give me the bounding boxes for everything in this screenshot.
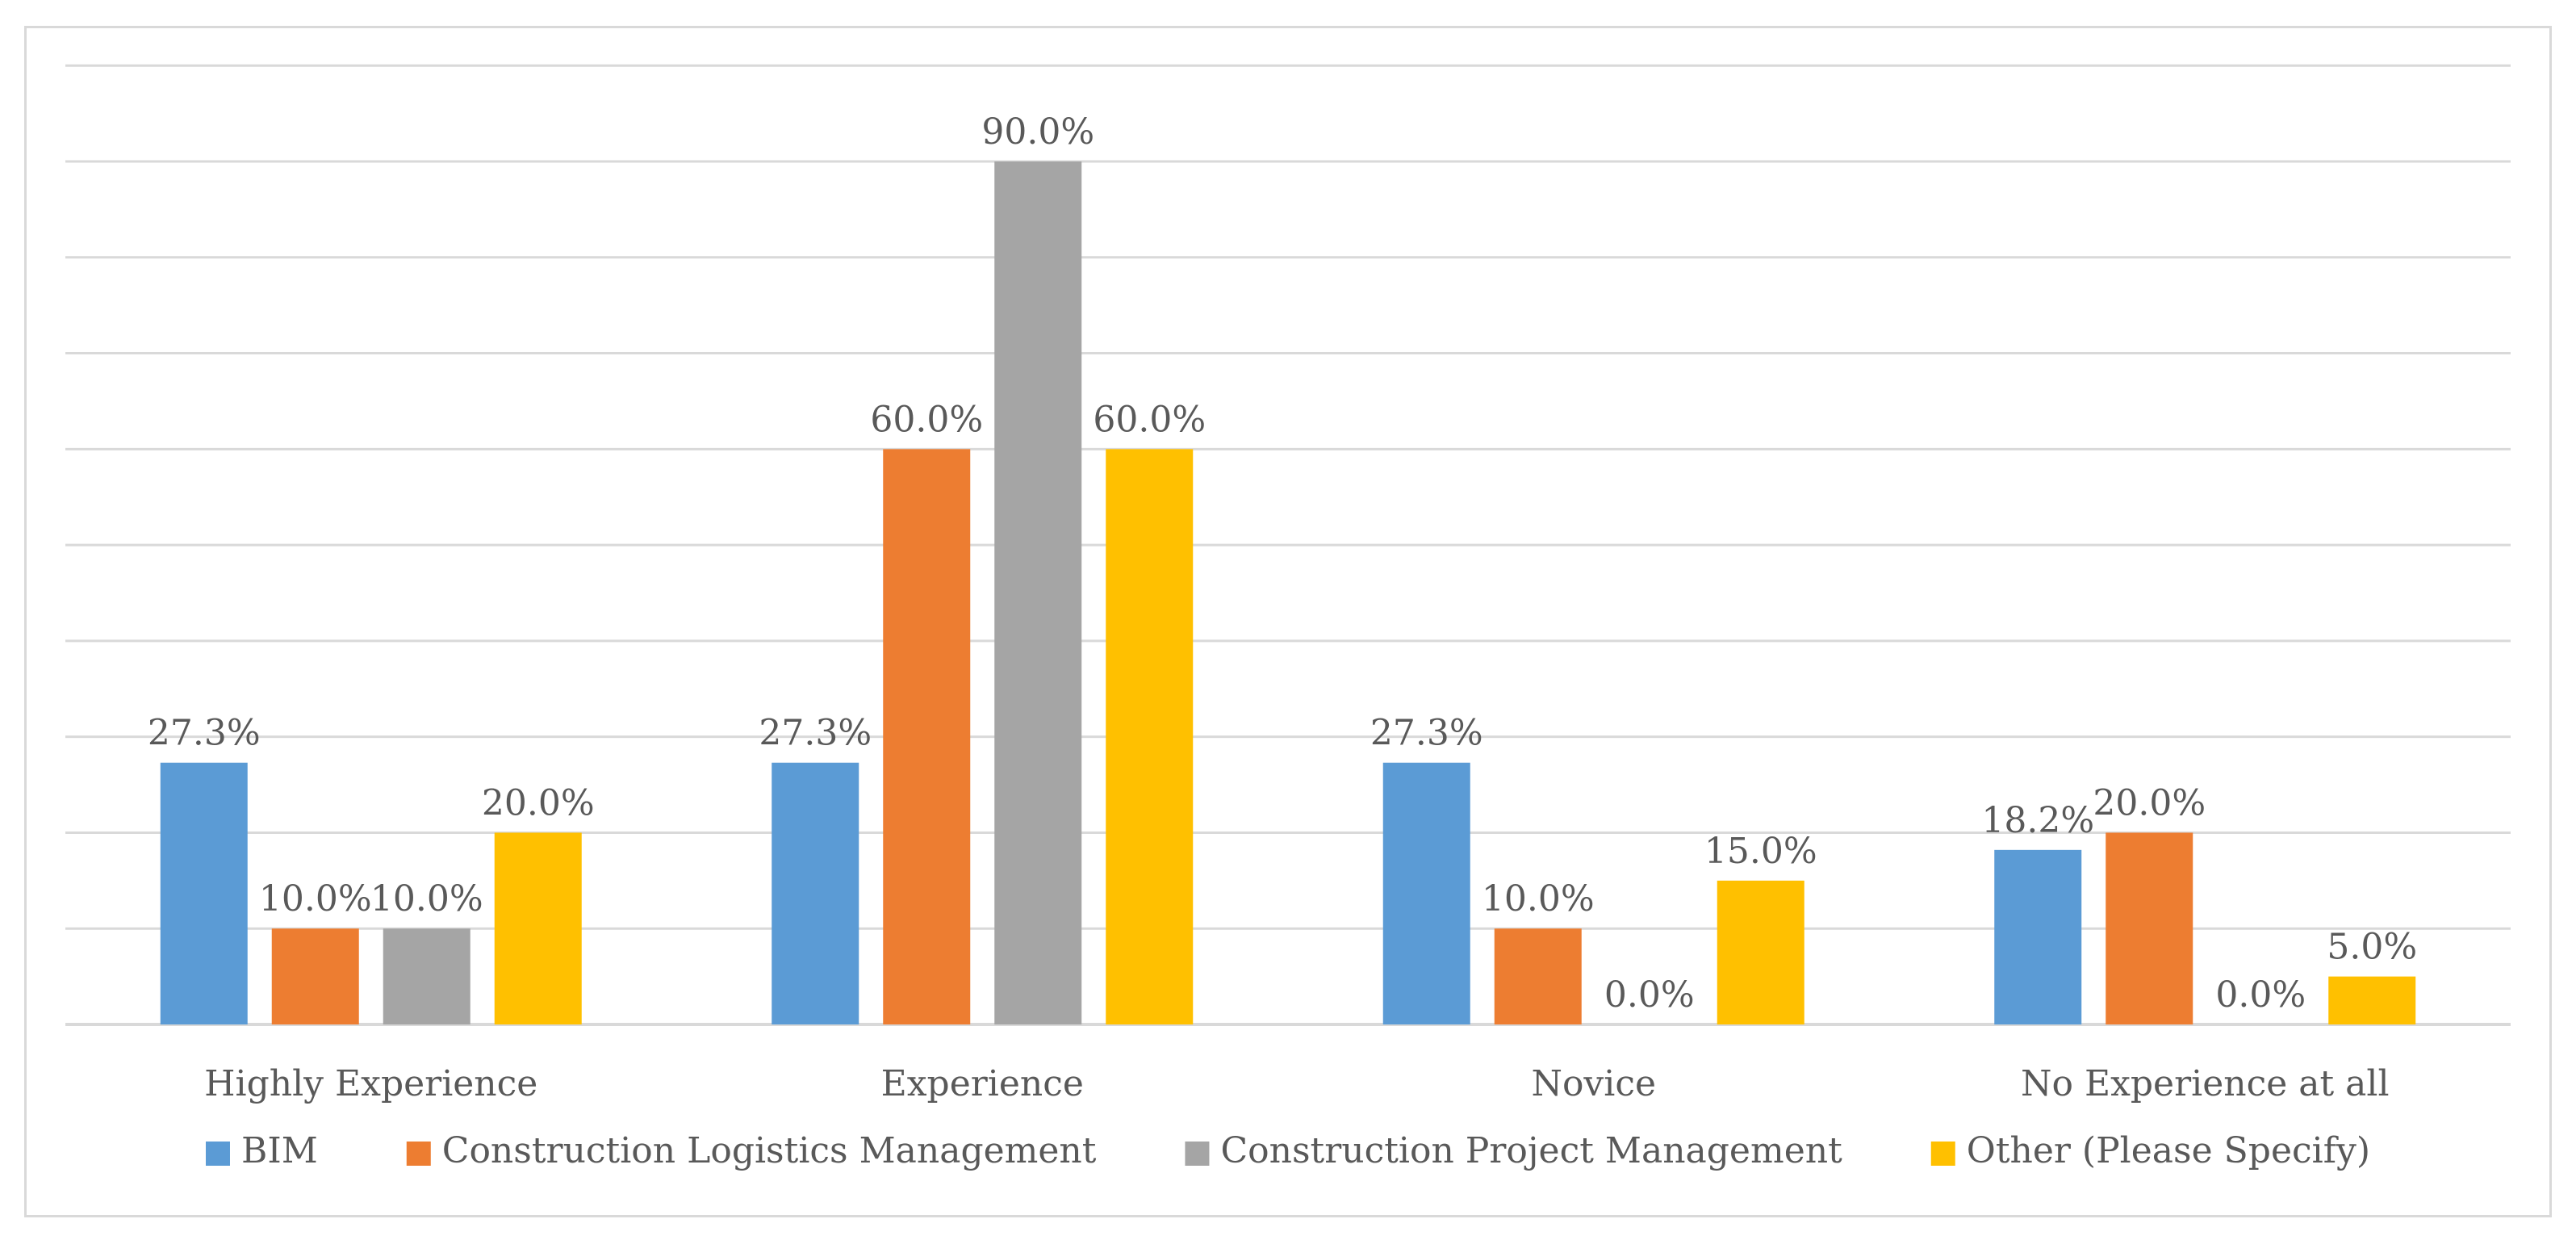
legend-label: Construction Project Management: [1220, 1130, 1842, 1171]
bar-chart: 27.3%10.0%10.0%20.0%27.3%60.0%90.0%60.0%…: [65, 64, 2511, 1171]
grid-lines: [65, 64, 2511, 1026]
bar: [271, 928, 359, 1024]
bar: [383, 928, 470, 1024]
data-label: 10.0%: [259, 878, 372, 920]
legend-label: Other (Please Specify): [1967, 1130, 2370, 1171]
data-label: 0.0%: [1604, 974, 1695, 1016]
bar: [994, 161, 1082, 1024]
legend-item: Construction Logistics Management: [406, 1130, 1097, 1171]
bar: [772, 762, 859, 1024]
legend-swatch: [1185, 1142, 1210, 1166]
data-labels: 27.3%10.0%10.0%20.0%27.3%60.0%90.0%60.0%…: [148, 111, 2417, 1016]
data-label: 10.0%: [370, 878, 483, 920]
x-tick-label: No Experience at all: [2021, 1063, 2390, 1104]
legend-swatch: [406, 1142, 431, 1166]
bar: [2328, 976, 2416, 1024]
legend-item: Construction Project Management: [1185, 1130, 1842, 1171]
bar: [2106, 832, 2193, 1024]
x-tick-label: Highly Experience: [204, 1063, 537, 1104]
legend-item: BIM: [205, 1130, 318, 1171]
legend-label: Construction Logistics Management: [442, 1130, 1097, 1171]
bar: [1717, 880, 1804, 1024]
bar: [1106, 449, 1194, 1024]
data-label: 15.0%: [1704, 831, 1817, 872]
bar: [1994, 849, 2082, 1024]
legend-label: BIM: [241, 1130, 318, 1171]
bar: [1494, 928, 1582, 1024]
bar: [494, 832, 582, 1024]
x-axis-tick-labels: Highly Experience Experience Novice No Expe…: [204, 1063, 2389, 1104]
data-label: 27.3%: [1370, 713, 1483, 754]
x-tick-label: Experience: [881, 1063, 1084, 1104]
bars: [160, 161, 2416, 1024]
legend-swatch: [1930, 1142, 1955, 1166]
data-label: 27.3%: [759, 713, 872, 754]
data-label: 27.3%: [148, 713, 261, 754]
data-label: 18.2%: [1981, 800, 2094, 841]
legend-swatch: [205, 1142, 230, 1166]
data-label: 10.0%: [1482, 878, 1595, 920]
data-label: 20.0%: [2093, 782, 2206, 823]
data-label: 60.0%: [870, 399, 983, 440]
legend: BIM Construction Logistics Management Cons…: [205, 1130, 2370, 1171]
data-label: 20.0%: [482, 782, 595, 823]
data-label: 90.0%: [981, 111, 1094, 153]
data-label: 0.0%: [2215, 974, 2306, 1016]
x-tick-label: Novice: [1531, 1063, 1656, 1104]
data-label: 60.0%: [1093, 399, 1206, 440]
chart-frame: 27.3% 10.0% 10.0% 20.0% 27.3% 60.0% 90.0% 60.0%…: [24, 26, 2552, 1217]
bar: [160, 762, 248, 1024]
bar: [1382, 762, 1470, 1024]
data-label: 5.0%: [2327, 927, 2417, 968]
legend-item: Other (Please Specify): [1930, 1130, 2370, 1171]
bar: [883, 449, 971, 1024]
